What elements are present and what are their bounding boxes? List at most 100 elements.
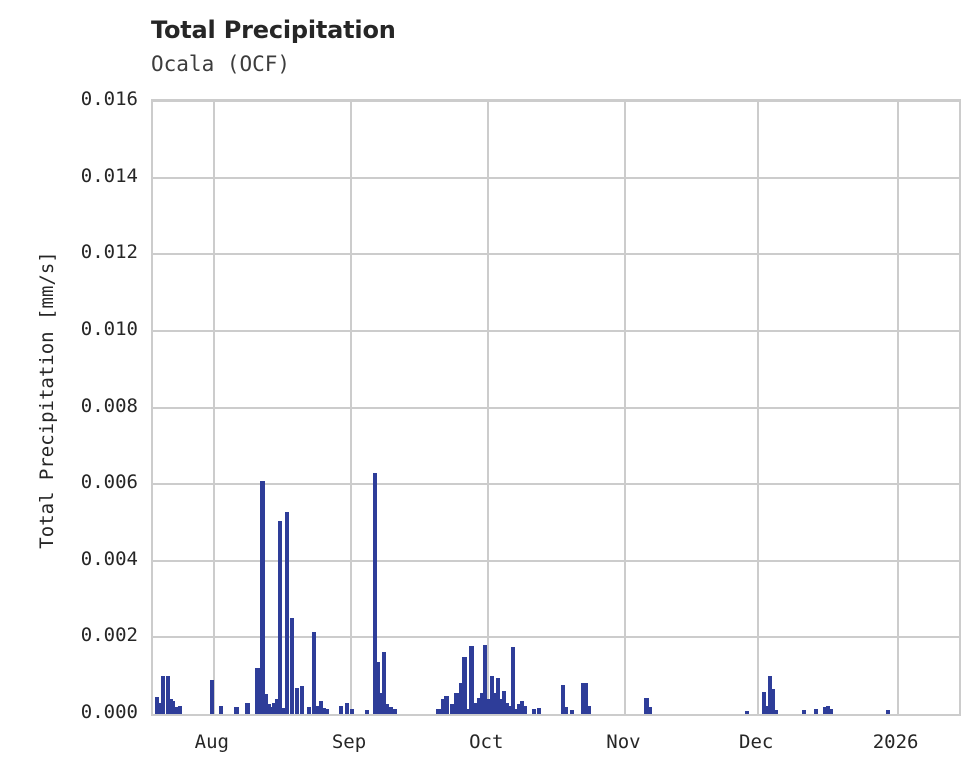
bar — [536, 708, 542, 714]
bar — [260, 481, 265, 714]
x-axis-tick-label: Sep — [331, 731, 367, 753]
bar — [338, 706, 344, 714]
gridline-horizontal — [153, 329, 959, 332]
bar — [886, 710, 891, 714]
y-axis-tick-label: 0.000 — [80, 701, 138, 723]
bar — [381, 651, 386, 714]
bar — [531, 709, 537, 714]
bar — [157, 703, 163, 714]
bar — [490, 675, 495, 714]
y-axis-tick-label: 0.006 — [80, 471, 138, 494]
x-axis-tick-label: 2026 — [872, 731, 919, 753]
bar — [372, 473, 377, 714]
bar — [502, 691, 507, 714]
bar — [744, 710, 750, 714]
bar — [764, 705, 770, 714]
x-axis-tick-label: Aug — [194, 731, 230, 753]
bar — [174, 707, 179, 714]
bar — [218, 705, 223, 714]
bar — [295, 687, 300, 714]
x-axis-tick-label: Nov — [606, 731, 641, 753]
bar — [392, 709, 397, 714]
y-axis-ticks: 0.000 0.002 0.004 0.006 0.008 0.010 0.012 0.014… — [0, 0, 138, 780]
bar — [569, 710, 574, 714]
gridline-horizontal — [153, 176, 959, 179]
bar — [388, 707, 393, 714]
bar — [441, 699, 446, 714]
bar — [275, 698, 280, 714]
bar — [462, 657, 467, 714]
bar — [477, 697, 482, 714]
bar — [160, 675, 165, 714]
bar — [770, 689, 775, 714]
gridline-horizontal — [153, 253, 959, 256]
bar — [480, 692, 485, 714]
bar — [375, 662, 380, 714]
bar — [349, 709, 355, 714]
bar — [517, 704, 522, 714]
bar — [493, 692, 498, 714]
gridline-vertical — [757, 101, 760, 714]
gridline-vertical — [896, 101, 899, 714]
bar — [828, 709, 833, 714]
bar — [825, 706, 830, 714]
bar — [813, 709, 818, 714]
bar — [269, 707, 274, 714]
chart-subtitle: Ocala (OCF) — [151, 52, 291, 76]
bar — [278, 521, 283, 714]
bar — [285, 511, 290, 714]
bar — [469, 645, 474, 714]
bar — [154, 696, 160, 714]
bar — [209, 679, 214, 714]
bar — [773, 710, 778, 714]
y-axis-tick-label: 0.008 — [80, 394, 138, 417]
bar — [319, 700, 324, 714]
bar — [384, 704, 389, 714]
bar — [511, 646, 516, 714]
bar — [767, 676, 772, 714]
bar — [583, 683, 588, 714]
bar — [563, 707, 568, 714]
bar — [300, 686, 305, 714]
x-axis-tick-label: Oct — [469, 731, 504, 753]
bar — [454, 692, 459, 714]
bar — [344, 702, 350, 714]
bar — [234, 707, 239, 714]
plot-area — [151, 99, 961, 716]
bar — [177, 705, 182, 714]
bar — [272, 702, 277, 714]
gridline-vertical — [350, 101, 353, 714]
bar — [312, 631, 317, 714]
page-title: Total Precipitation — [151, 16, 396, 44]
y-axis-tick-label: 0.016 — [80, 88, 138, 110]
bar — [483, 645, 488, 714]
bar — [444, 695, 449, 714]
bar — [514, 709, 519, 714]
bar — [290, 618, 295, 714]
bar — [459, 682, 464, 714]
bar — [266, 704, 271, 714]
bar — [580, 682, 585, 714]
bar — [255, 668, 260, 714]
gridline-horizontal — [153, 483, 959, 486]
gridline-horizontal — [153, 636, 959, 639]
y-axis-tick-label: 0.002 — [80, 624, 138, 647]
bar — [170, 701, 175, 714]
bar — [436, 709, 441, 714]
bar — [465, 709, 470, 714]
bar — [761, 691, 767, 714]
bar — [450, 704, 455, 714]
gridline-vertical — [624, 101, 627, 714]
bar — [499, 699, 504, 714]
bar — [245, 702, 250, 714]
bar — [473, 702, 478, 714]
gridline-vertical — [212, 101, 215, 714]
gridline-horizontal — [153, 406, 959, 409]
bar — [263, 694, 268, 714]
bar — [586, 705, 591, 714]
bar — [647, 707, 652, 714]
bar — [378, 692, 383, 714]
y-axis-tick-label: 0.012 — [80, 241, 138, 264]
bar — [505, 702, 510, 714]
gridline-vertical — [487, 101, 490, 714]
